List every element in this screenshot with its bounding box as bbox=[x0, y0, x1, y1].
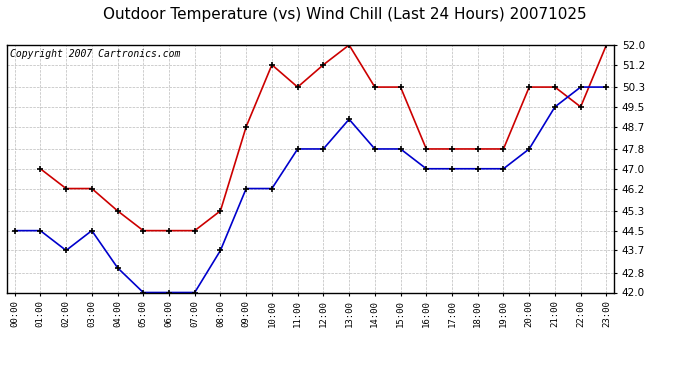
Text: Copyright 2007 Cartronics.com: Copyright 2007 Cartronics.com bbox=[10, 49, 180, 59]
Text: Outdoor Temperature (vs) Wind Chill (Last 24 Hours) 20071025: Outdoor Temperature (vs) Wind Chill (Las… bbox=[104, 8, 586, 22]
